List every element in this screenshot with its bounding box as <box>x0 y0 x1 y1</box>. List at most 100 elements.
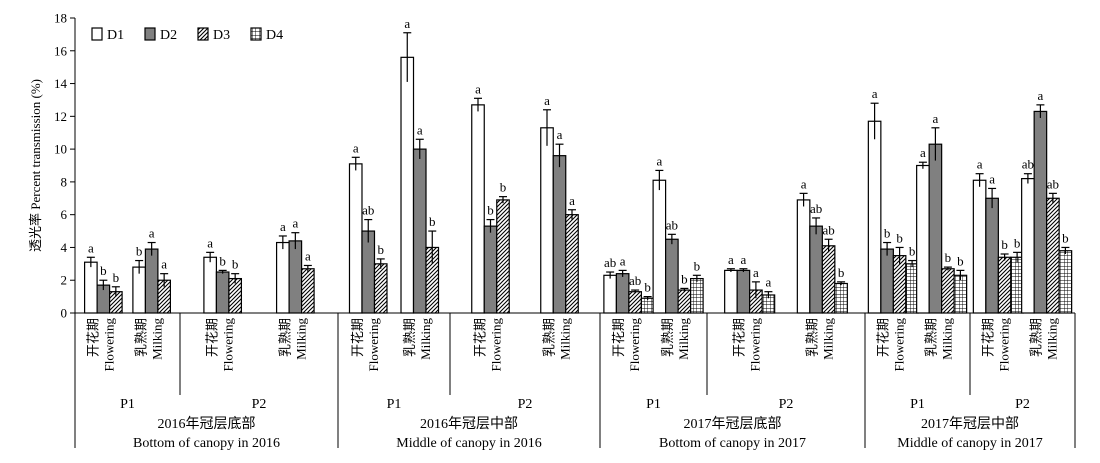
significance-letter: a <box>417 122 423 137</box>
significance-letter: b <box>100 263 107 278</box>
group-label-cn: 2017年冠层底部 <box>684 416 782 432</box>
stage-label-cn: 乳熟期 <box>804 318 819 357</box>
significance-letter: a <box>801 176 807 191</box>
significance-letter: a <box>557 127 563 142</box>
stage-label-en: Milking <box>150 318 165 360</box>
bar-d1 <box>724 269 738 314</box>
stage-label-cn: 开花期 <box>980 318 995 357</box>
significance-letter: b <box>429 214 436 229</box>
stage-label-cn: 开花期 <box>350 318 365 357</box>
significance-letter: b <box>896 230 903 245</box>
significance-letter: a <box>977 157 983 172</box>
significance-letter: ab <box>604 255 616 270</box>
bar-d1 <box>203 256 218 314</box>
stage-label-cn: 乳熟期 <box>277 318 292 357</box>
significance-letter: a <box>728 252 734 267</box>
bar-d1 <box>867 120 882 314</box>
subgroup-label: P2 <box>518 397 533 412</box>
stage-label-en: Flowering <box>627 318 642 372</box>
subgroup-label: P2 <box>779 397 794 412</box>
bar-d2 <box>880 248 894 314</box>
bar-d3 <box>565 214 579 314</box>
significance-letter: a <box>989 171 995 186</box>
bar-d1 <box>275 241 290 314</box>
significance-letter: a <box>920 145 926 160</box>
legend-swatch-d1 <box>91 27 103 41</box>
significance-letter: a <box>753 265 759 280</box>
bar-d1 <box>540 127 554 314</box>
significance-letter: a <box>280 219 286 234</box>
significance-letter: ab <box>822 222 834 237</box>
subgroup-label: P1 <box>387 397 402 412</box>
y-axis-label: 透光率 Percent transmission (%) <box>28 79 43 252</box>
significance-letter: a <box>620 253 626 268</box>
legend-label-d3: D3 <box>213 28 230 43</box>
stage-label-en: Flowering <box>366 318 381 372</box>
significance-letter: ab <box>1047 176 1059 191</box>
stage-label-en: Flowering <box>221 318 236 372</box>
significance-letter: a <box>766 275 772 290</box>
bar-d3 <box>821 245 836 314</box>
group-label-cn: 2017年冠层中部 <box>921 416 1019 432</box>
stage-label-en: Milking <box>418 318 433 360</box>
stage-label-en: Milking <box>293 318 308 360</box>
group-label-cn: 2016年冠层底部 <box>158 416 256 432</box>
stage-label-en: Flowering <box>101 318 116 372</box>
group-label-en: Middle of canopy in 2017 <box>897 436 1042 451</box>
bar-d3 <box>228 277 243 314</box>
y-tick-label: 6 <box>61 207 68 222</box>
significance-letter: a <box>933 111 939 126</box>
significance-letter: b <box>838 265 845 280</box>
significance-letter: a <box>353 140 359 155</box>
subgroup-label: P2 <box>252 397 267 412</box>
bar-d3 <box>997 256 1012 314</box>
bar-d3 <box>1046 197 1060 314</box>
bar-d2 <box>928 143 943 314</box>
stage-label-cn: 乳熟期 <box>402 318 417 357</box>
subgroup-label: P1 <box>646 397 661 412</box>
stage-label-en: Flowering <box>996 318 1011 372</box>
subgroup-label: P1 <box>120 397 135 412</box>
stage-label-cn: 乳熟期 <box>1029 318 1044 357</box>
bar-d1 <box>603 274 617 314</box>
significance-letter: b <box>957 253 964 268</box>
significance-letter: b <box>1001 237 1008 252</box>
bar-d1 <box>796 199 811 314</box>
significance-letter: a <box>292 216 298 231</box>
stage-label-cn: 开花期 <box>85 318 100 357</box>
y-tick-label: 8 <box>61 174 68 189</box>
significance-letter: ab <box>666 217 678 232</box>
bar-d4 <box>640 297 655 314</box>
stage-label-cn: 开花期 <box>875 318 890 357</box>
bar-d1 <box>83 261 98 314</box>
significance-letter: a <box>741 252 747 267</box>
bar-d2 <box>144 248 159 314</box>
significance-letter: b <box>500 180 507 195</box>
bar-d3 <box>941 268 955 314</box>
stage-label-cn: 乳熟期 <box>134 318 149 357</box>
significance-letter: ab <box>362 203 374 218</box>
bar-d1 <box>400 56 415 314</box>
bar-d4 <box>690 277 704 314</box>
significance-letter: ab <box>810 201 822 216</box>
bar-d3 <box>373 263 388 314</box>
significance-letter: ab <box>629 273 641 288</box>
bar-d2 <box>985 197 999 314</box>
significance-letter: a <box>872 86 878 101</box>
significance-letter: b <box>681 271 688 286</box>
bar-d1 <box>972 179 987 314</box>
stage-label-cn: 开花期 <box>732 318 747 357</box>
y-tick-label: 0 <box>61 306 68 321</box>
bar-d1 <box>916 164 930 314</box>
legend-label-d1: D1 <box>107 28 124 43</box>
bar-d1 <box>1021 178 1035 314</box>
bar-d2 <box>552 155 567 314</box>
significance-letter: a <box>207 235 213 250</box>
significance-letter: b <box>136 244 143 259</box>
stage-label-cn: 开花期 <box>611 318 626 357</box>
significance-letter: a <box>569 193 575 208</box>
stage-label-en: Flowering <box>489 318 504 372</box>
significance-letter: a <box>1038 88 1044 103</box>
